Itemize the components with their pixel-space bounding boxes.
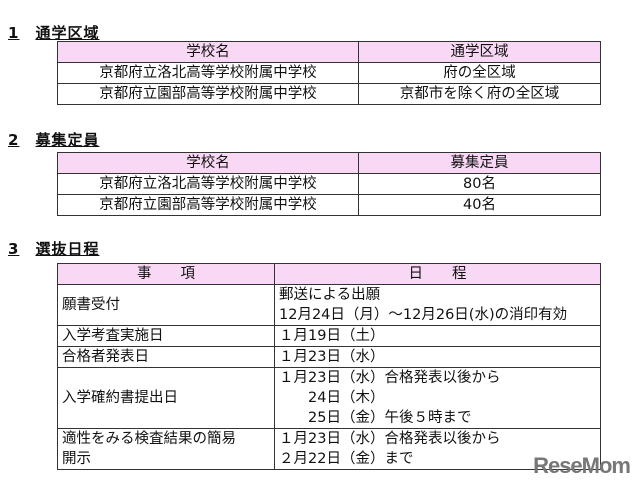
header-item: 事 項 <box>57 263 275 285</box>
section-2-heading: 2 募集定員 <box>8 131 100 149</box>
table-row: 京都府立園部高等学校附属中学校 40名 <box>57 194 601 216</box>
table-row: 京都府立洛北高等学校附属中学校 80名 <box>57 173 601 195</box>
table-row: 京都府立洛北高等学校附属中学校 府の全区域 <box>57 62 601 84</box>
table-row: 入学確約書提出日 １月23日（水）合格発表以後から 24日（木） 25日（金）午後… <box>57 367 601 429</box>
header-school: 学校名 <box>57 41 359 63</box>
commute-area-table: 学校名 通学区域 京都府立洛北高等学校附属中学校 府の全区域 京都府立園部高等学校附… <box>57 41 601 105</box>
header-capacity: 募集定員 <box>358 152 601 174</box>
table-row: 入学考査実施日 １月19日（土） <box>57 325 601 347</box>
item-disclosure: 適性をみる検査結果の簡易 開示 <box>57 428 275 470</box>
section-1-heading: 1 通学区域 <box>8 24 100 42</box>
header-area: 通学区域 <box>358 41 601 63</box>
table-row: 適性をみる検査結果の簡易 開示 １月23日（水）合格発表以後から ２月22日（金）まで <box>57 428 601 470</box>
header-school: 学校名 <box>57 152 359 174</box>
table-row: 京都府立園部高等学校附属中学校 京都市を除く府の全区域 <box>57 83 601 105</box>
section-3-heading: 3 選抜日程 <box>8 240 100 258</box>
resemom-logo: ReseMom <box>533 453 631 478</box>
table-row: 願書受付 郵送による出願 12月24日（月）～12月26日(水)の消印有効 <box>57 284 601 326</box>
capacity-table: 学校名 募集定員 京都府立洛北高等学校附属中学校 80名 京都府立園部高等学校附属中… <box>57 152 601 216</box>
table-row: 合格者発表日 １月23日（水） <box>57 346 601 368</box>
schedule-table: 事 項日 程 願書受付 郵送による出願 12月24日（月）～12月26日(水)の消印… <box>57 263 601 470</box>
header-schedule: 日 程 <box>274 263 601 285</box>
